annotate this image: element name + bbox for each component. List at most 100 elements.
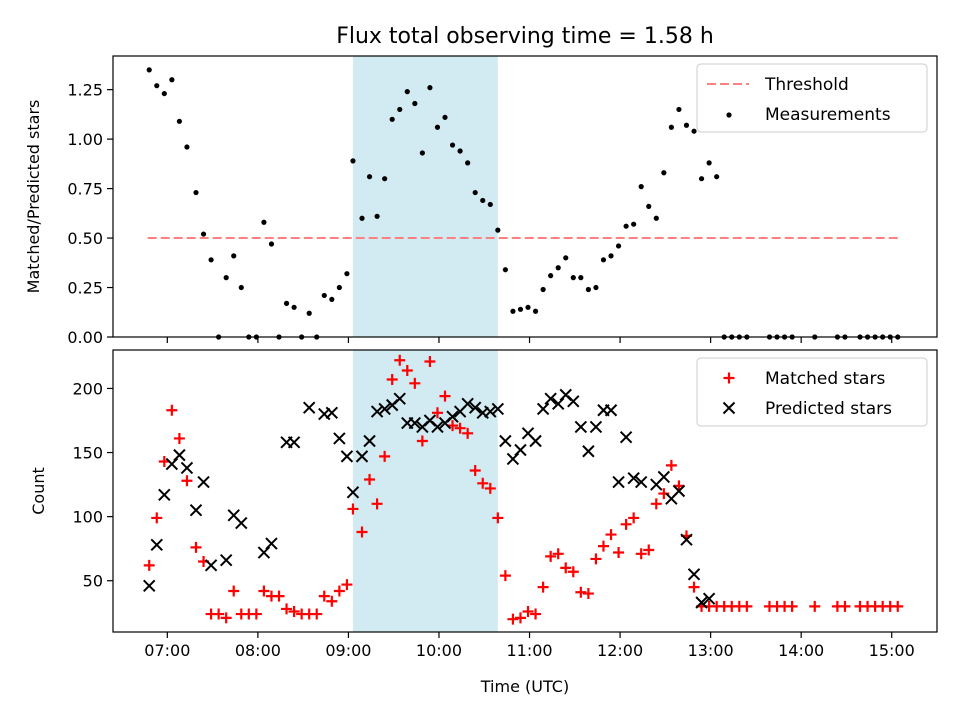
matched-stars-point	[477, 477, 489, 489]
matched-stars-point	[590, 553, 602, 565]
predicted-stars-point	[612, 475, 625, 489]
measurement-point	[600, 257, 607, 263]
matched-stars-point	[364, 473, 376, 485]
predicted-stars-point	[197, 475, 210, 489]
measurement-point	[480, 197, 486, 204]
predicted-stars-point	[287, 436, 301, 449]
measurement-point	[442, 114, 448, 120]
x-tick-label: 12:00	[597, 641, 643, 660]
matched-stars-point	[341, 579, 353, 591]
measurement-point	[532, 308, 539, 314]
matched-stars-point	[786, 600, 798, 612]
legend-measurements-swatch	[726, 112, 732, 118]
predicted-stars-point	[340, 450, 354, 463]
predicted-stars-point	[619, 430, 633, 444]
measurement-point	[397, 106, 403, 113]
predicted-stars-point	[219, 554, 233, 567]
predicted-stars-point	[461, 397, 474, 411]
matched-stars-point	[288, 605, 300, 617]
predicted-stars-point	[672, 484, 686, 498]
legend-matched-swatch	[723, 372, 735, 384]
predicted-stars-point	[302, 401, 316, 414]
bottom-highlight-span	[352, 350, 498, 632]
matched-stars-point	[318, 590, 330, 602]
matched-stars-point	[347, 503, 359, 515]
matched-stars-point	[371, 498, 383, 510]
matched-stars-point	[741, 600, 753, 612]
measurement-point	[200, 231, 207, 237]
measurement-point	[555, 265, 561, 271]
matched-stars-point	[537, 581, 549, 593]
measurement-point	[268, 241, 275, 247]
matched-stars-point	[545, 550, 557, 562]
top-plot-frame	[112, 55, 938, 338]
matched-stars-point	[151, 512, 163, 524]
top-panel: 0.00 0.25 0.50 0.75 1.00 1.25 Matched/Predict…	[24, 55, 938, 347]
measurement-point	[525, 304, 531, 310]
y-tick-label: 0.75	[67, 180, 103, 199]
measurement-point	[676, 106, 682, 113]
matched-stars-point	[507, 613, 519, 625]
predicted-stars-point	[634, 475, 648, 489]
measurement-point	[208, 257, 214, 263]
measurement-point	[169, 77, 175, 83]
x-tick-label: 08:00	[235, 641, 281, 660]
top-highlight-span	[352, 56, 498, 337]
matched-stars-point	[688, 581, 700, 593]
predicted-stars-point	[536, 402, 550, 416]
measurement-point	[623, 223, 629, 229]
predicted-stars-point	[265, 537, 278, 550]
y-tick-label: 0.00	[67, 328, 103, 347]
matched-stars-point	[613, 547, 625, 559]
predicted-stars-point	[702, 592, 716, 605]
measurement-point	[510, 308, 516, 314]
predicted-stars-point	[506, 452, 520, 466]
matched-stars-point	[409, 377, 421, 389]
predicted-stars-point	[544, 392, 557, 405]
matched-stars-point	[250, 608, 262, 620]
measurement-point	[714, 174, 720, 180]
legend-label: Matched stars	[765, 369, 885, 389]
predicted-stars-point	[370, 405, 384, 418]
measurement-point	[548, 273, 554, 279]
measurement-point	[161, 90, 167, 97]
matched-stars-point	[492, 512, 504, 524]
matched-stars-point	[326, 595, 338, 607]
predicted-stars-point	[484, 405, 497, 418]
predicted-stars-point	[189, 504, 203, 517]
predicted-stars-point	[499, 434, 512, 448]
y-tick-label: 50	[83, 572, 103, 591]
predicted-stars-point	[355, 450, 369, 463]
predicted-stars-point	[574, 420, 588, 434]
top-highlight-span-rect	[352, 56, 498, 337]
measurement-point	[184, 144, 190, 150]
predicted-stars-point	[150, 538, 163, 552]
measurement-point	[646, 203, 652, 209]
matched-stars-point	[839, 600, 851, 612]
measurement-point	[366, 174, 373, 180]
matched-stars-point	[379, 450, 391, 462]
y-tick-label: 1.25	[67, 81, 103, 100]
matched-stars-point	[173, 432, 185, 444]
measurement-point	[698, 176, 705, 182]
measurement-point	[706, 160, 712, 166]
bottom-highlight-span-rect	[352, 350, 498, 632]
matched-stars-point	[484, 482, 496, 494]
measurement-point	[668, 124, 674, 130]
predicted-stars-point	[235, 516, 248, 530]
matched-stars-point	[258, 585, 270, 597]
matched-stars-point	[394, 354, 406, 366]
bottom-plot-frame	[112, 349, 938, 633]
predicted-stars-point	[468, 401, 482, 414]
measurement-point	[359, 215, 365, 221]
measurement-point	[472, 189, 478, 196]
x-tick-label: 14:00	[778, 641, 824, 660]
matched-stars-point	[628, 512, 640, 524]
matched-stars-point	[386, 373, 398, 385]
bottom-y-axis: 50 100 150 200	[72, 379, 113, 591]
predicted-stars-point	[589, 420, 603, 434]
y-tick-label: 0.50	[67, 229, 103, 248]
measurement-point	[615, 243, 622, 249]
measurement-point	[238, 284, 244, 291]
predicted-stars-point	[158, 488, 171, 502]
